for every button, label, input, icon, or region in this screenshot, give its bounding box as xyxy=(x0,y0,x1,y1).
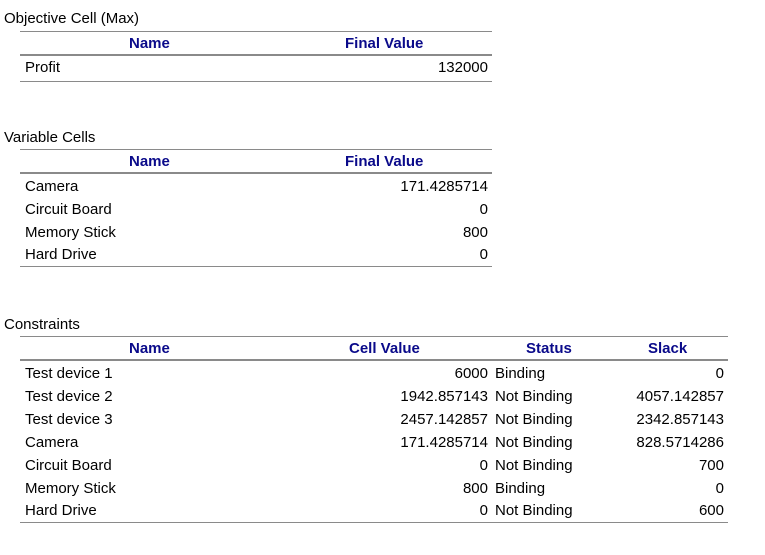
constraint-row-slack: 828.5714286 xyxy=(636,434,724,451)
variable-row-final-value: 0 xyxy=(479,201,488,218)
objective-header-final-value: Final Value xyxy=(345,35,424,52)
objective-header-bottom-rule xyxy=(20,54,492,56)
variable-row-final-value: 171.4285714 xyxy=(400,178,488,195)
constraint-row-slack: 0 xyxy=(715,480,724,497)
constraint-row-cell-value: 2457.142857 xyxy=(400,411,488,428)
variables-header-bottom-rule xyxy=(20,172,492,174)
variables-header-final-value: Final Value xyxy=(345,153,424,170)
constraint-row-cell-value: 6000 xyxy=(454,365,488,382)
variables-header-name: Name xyxy=(129,153,170,170)
constraints-bottom-rule xyxy=(20,522,728,523)
variable-row-final-value: 800 xyxy=(462,224,488,241)
constraint-row-cell-value: 1942.857143 xyxy=(400,388,488,405)
constraint-row-status: Binding xyxy=(495,365,546,382)
constraints-header-name: Name xyxy=(129,340,170,357)
constraints-header-top-rule xyxy=(20,336,728,337)
constraints-header-cell-value: Cell Value xyxy=(349,340,420,357)
constraints-header-bottom-rule xyxy=(20,359,728,361)
objective-row-final-value: 132000 xyxy=(437,59,488,76)
objective-bottom-rule xyxy=(20,81,492,82)
constraint-row-slack: 700 xyxy=(698,457,724,474)
constraint-row-name: Test device 3 xyxy=(25,411,113,428)
variable-row-name: Circuit Board xyxy=(25,201,112,218)
constraint-row-cell-value: 800 xyxy=(462,480,488,497)
constraint-row-name: Camera xyxy=(25,434,79,451)
constraint-row-cell-value: 0 xyxy=(479,457,488,474)
constraint-row-cell-value: 0 xyxy=(479,502,488,519)
constraint-row-status: Not Binding xyxy=(495,434,573,451)
objective-header-name: Name xyxy=(129,35,170,52)
variables-header-top-rule xyxy=(20,149,492,150)
constraints-header-status: Status xyxy=(526,340,572,357)
constraint-row-name: Test device 2 xyxy=(25,388,113,405)
constraint-row-slack: 4057.142857 xyxy=(636,388,724,405)
constraint-row-slack: 0 xyxy=(715,365,724,382)
variable-row-name: Camera xyxy=(25,178,79,195)
constraint-row-name: Test device 1 xyxy=(25,365,113,382)
constraint-row-name: Circuit Board xyxy=(25,457,112,474)
constraint-row-cell-value: 171.4285714 xyxy=(400,434,488,451)
objective-row-name: Profit xyxy=(25,59,61,76)
constraints-header-slack: Slack xyxy=(648,340,688,357)
constraint-row-status: Not Binding xyxy=(495,411,573,428)
constraint-row-status: Not Binding xyxy=(495,388,573,405)
variable-row-final-value: 0 xyxy=(479,246,488,263)
constraint-row-name: Hard Drive xyxy=(25,502,97,519)
constraint-row-status: Not Binding xyxy=(495,457,573,474)
constraints-section-title: Constraints xyxy=(4,316,80,333)
variable-row-name: Hard Drive xyxy=(25,246,97,263)
constraint-row-slack: 600 xyxy=(698,502,724,519)
objective-header-top-rule xyxy=(20,31,492,32)
constraint-row-slack: 2342.857143 xyxy=(636,411,724,428)
variables-bottom-rule xyxy=(20,266,492,267)
objective-section-title: Objective Cell (Max) xyxy=(4,10,140,27)
variable-row-name: Memory Stick xyxy=(25,224,116,241)
constraint-row-name: Memory Stick xyxy=(25,480,116,497)
constraint-row-status: Binding xyxy=(495,480,546,497)
variables-section-title: Variable Cells xyxy=(4,129,96,146)
constraint-row-status: Not Binding xyxy=(495,502,573,519)
